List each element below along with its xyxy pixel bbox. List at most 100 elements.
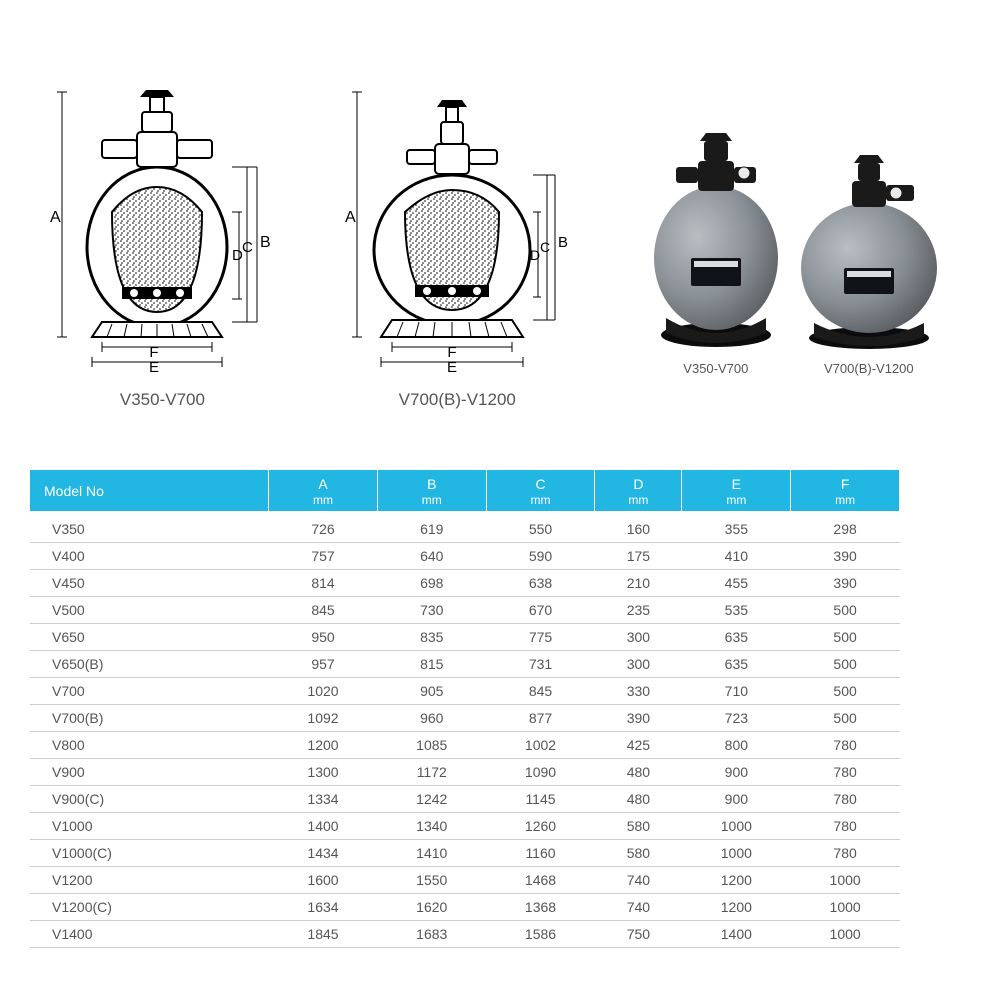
table-cell: 815 xyxy=(377,651,486,678)
table-cell: 1090 xyxy=(486,759,595,786)
table-cell: V650 xyxy=(30,624,269,651)
table-cell: 780 xyxy=(791,840,900,867)
table-cell: 800 xyxy=(682,732,791,759)
table-cell: 1300 xyxy=(269,759,378,786)
table-cell: 500 xyxy=(791,678,900,705)
table-cell: 1000 xyxy=(682,813,791,840)
table-cell: 590 xyxy=(486,543,595,570)
table-cell: 580 xyxy=(595,813,682,840)
table-cell: 1260 xyxy=(486,813,595,840)
table-row: V450814698638210455390 xyxy=(30,570,900,597)
table-cell: 1085 xyxy=(377,732,486,759)
table-cell: 580 xyxy=(595,840,682,867)
table-cell: V800 xyxy=(30,732,269,759)
diagram-left-svg: A xyxy=(20,72,305,372)
table-row: V500845730670235535500 xyxy=(30,597,900,624)
table-cell: 638 xyxy=(486,570,595,597)
table-row: V10001400134012605801000780 xyxy=(30,813,900,840)
table-row: V350726619550160355298 xyxy=(30,511,900,543)
table-cell: 1468 xyxy=(486,867,595,894)
table-cell: 726 xyxy=(269,511,378,543)
table-cell: V350 xyxy=(30,511,269,543)
table-row: V700(B)1092960877390723500 xyxy=(30,705,900,732)
table-cell: 1160 xyxy=(486,840,595,867)
table-cell: 750 xyxy=(595,921,682,948)
table-row: V800120010851002425800780 xyxy=(30,732,900,759)
table-cell: V700(B) xyxy=(30,705,269,732)
table-cell: 175 xyxy=(595,543,682,570)
diagram-left: A xyxy=(20,30,305,410)
table-cell: 1334 xyxy=(269,786,378,813)
table-cell: 1000 xyxy=(791,894,900,921)
table-cell: 1002 xyxy=(486,732,595,759)
table-header-row: Model NoAmmBmmCmmDmmEmmFmm xyxy=(30,470,900,511)
table-cell: 298 xyxy=(791,511,900,543)
table-cell: 950 xyxy=(269,624,378,651)
col-C: Cmm xyxy=(486,470,595,511)
table-cell: 210 xyxy=(595,570,682,597)
table-cell: 550 xyxy=(486,511,595,543)
table-cell: 1145 xyxy=(486,786,595,813)
table-row: V900130011721090480900780 xyxy=(30,759,900,786)
table-cell: 835 xyxy=(377,624,486,651)
table-cell: V400 xyxy=(30,543,269,570)
table-cell: 698 xyxy=(377,570,486,597)
table-cell: 635 xyxy=(682,624,791,651)
table-cell: 355 xyxy=(682,511,791,543)
table-cell: 425 xyxy=(595,732,682,759)
table-cell: 1600 xyxy=(269,867,378,894)
diagrams-row: A xyxy=(20,30,980,410)
table-cell: 1200 xyxy=(682,867,791,894)
photo-tank-left: V350-V700 xyxy=(646,123,786,376)
table-cell: 1020 xyxy=(269,678,378,705)
table-cell: 740 xyxy=(595,867,682,894)
table-cell: 1200 xyxy=(269,732,378,759)
table-cell: 1634 xyxy=(269,894,378,921)
photo-right-label: V700(B)-V1200 xyxy=(824,361,914,376)
table-row: V400757640590175410390 xyxy=(30,543,900,570)
table-cell: 1550 xyxy=(377,867,486,894)
table-cell: 775 xyxy=(486,624,595,651)
table-cell: 1620 xyxy=(377,894,486,921)
table-cell: 235 xyxy=(595,597,682,624)
table-cell: V1000 xyxy=(30,813,269,840)
table-cell: 410 xyxy=(682,543,791,570)
table-cell: 731 xyxy=(486,651,595,678)
table-cell: 780 xyxy=(791,759,900,786)
table-row: V1200(C)16341620136874012001000 xyxy=(30,894,900,921)
table-cell: V1400 xyxy=(30,921,269,948)
table-cell: 780 xyxy=(791,786,900,813)
svg-text:D: D xyxy=(530,247,540,263)
table-cell: 1586 xyxy=(486,921,595,948)
product-photos: V350-V700 xyxy=(610,30,980,410)
svg-text:B: B xyxy=(260,234,271,251)
svg-text:B: B xyxy=(558,234,568,251)
table-cell: 390 xyxy=(595,705,682,732)
table-cell: 900 xyxy=(682,759,791,786)
spec-table: Model NoAmmBmmCmmDmmEmmFmm V350726619550… xyxy=(30,470,900,948)
table-cell: V900(C) xyxy=(30,786,269,813)
table-cell: 1410 xyxy=(377,840,486,867)
table-cell: 1400 xyxy=(269,813,378,840)
svg-text:E: E xyxy=(149,359,159,372)
col-D: Dmm xyxy=(595,470,682,511)
diagram-right-svg: A xyxy=(315,72,600,372)
table-cell: 1340 xyxy=(377,813,486,840)
svg-text:A: A xyxy=(50,209,61,226)
table-cell: 500 xyxy=(791,705,900,732)
table-row: V900(C)133412421145480900780 xyxy=(30,786,900,813)
table-cell: 1242 xyxy=(377,786,486,813)
table-cell: V500 xyxy=(30,597,269,624)
table-cell: 1092 xyxy=(269,705,378,732)
table-cell: 877 xyxy=(486,705,595,732)
table-cell: 757 xyxy=(269,543,378,570)
table-cell: 1400 xyxy=(682,921,791,948)
diagram-right-label: V700(B)-V1200 xyxy=(399,390,516,410)
table-cell: 845 xyxy=(486,678,595,705)
table-cell: 455 xyxy=(682,570,791,597)
table-cell: 500 xyxy=(791,624,900,651)
col-B: Bmm xyxy=(377,470,486,511)
col-A: Amm xyxy=(269,470,378,511)
table-cell: 1683 xyxy=(377,921,486,948)
col-E: Emm xyxy=(682,470,791,511)
